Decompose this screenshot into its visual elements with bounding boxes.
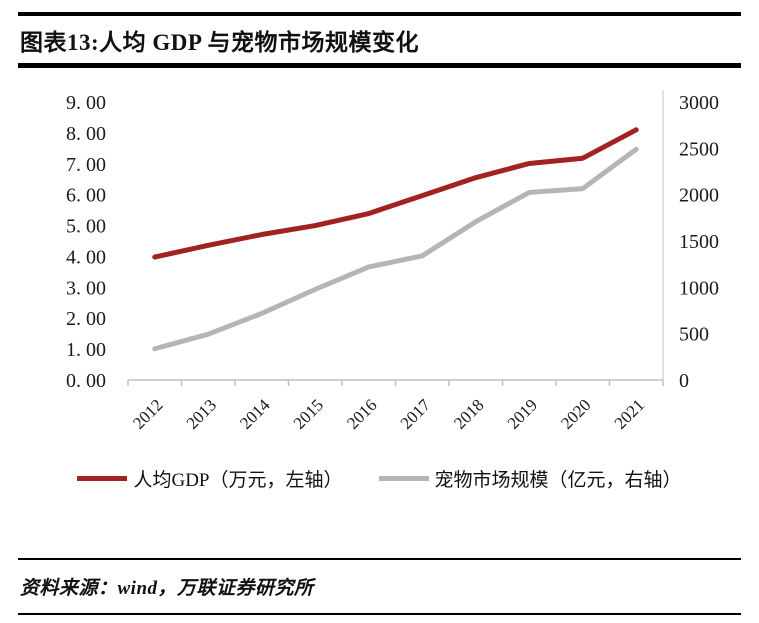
svg-text:2021: 2021 (611, 395, 648, 432)
chart-area: 0. 00 1. 00 2. 00 3. 00 4. 00 5. 00 6. 00 7. 00… (18, 80, 741, 465)
svg-text:6. 00: 6. 00 (66, 185, 106, 207)
svg-text:7. 00: 7. 00 (66, 154, 106, 176)
svg-text:1000: 1000 (679, 277, 719, 299)
legend-item-pet-market: 宠物市场规模（亿元，右轴） (378, 465, 682, 492)
legend-item-gdp: 人均GDP（万元，左轴） (77, 465, 343, 492)
svg-text:2013: 2013 (183, 395, 220, 432)
bottom-divider (18, 613, 741, 615)
svg-text:2017: 2017 (397, 395, 435, 433)
svg-text:4. 00: 4. 00 (66, 246, 106, 268)
svg-text:500: 500 (679, 324, 709, 346)
source-footer: 资料来源：wind，万联证券研究所 (18, 558, 741, 615)
svg-text:2500: 2500 (679, 138, 719, 160)
chart-title: 图表13:人均 GDP 与宠物市场规模变化 (20, 30, 419, 55)
legend-label-gdp: 人均GDP（万元，左轴） (133, 470, 343, 491)
svg-text:8. 00: 8. 00 (66, 123, 106, 145)
svg-text:0. 00: 0. 00 (66, 370, 106, 392)
svg-text:2012: 2012 (129, 395, 166, 432)
line-chart: 0. 00 1. 00 2. 00 3. 00 4. 00 5. 00 6. 00 7. 00… (66, 90, 719, 433)
top-divider (18, 12, 741, 16)
svg-text:2018: 2018 (450, 395, 487, 432)
svg-text:2015: 2015 (290, 395, 327, 432)
svg-text:9. 00: 9. 00 (66, 92, 106, 114)
chart-legend: 人均GDP（万元，左轴） 宠物市场规模（亿元，右轴） (18, 465, 741, 492)
svg-text:2016: 2016 (343, 395, 380, 432)
title-divider (18, 63, 741, 68)
svg-text:0: 0 (679, 370, 689, 392)
source-text: 资料来源：wind，万联证券研究所 (20, 578, 314, 599)
gdp-line-swatch (77, 476, 128, 481)
pet-market-line-swatch (378, 476, 429, 481)
svg-text:2019: 2019 (504, 395, 541, 432)
source-top-divider (18, 558, 741, 560)
svg-text:1500: 1500 (679, 231, 719, 253)
svg-text:1. 00: 1. 00 (66, 339, 106, 361)
svg-text:2. 00: 2. 00 (66, 308, 106, 330)
svg-text:2000: 2000 (679, 185, 719, 207)
svg-text:3. 00: 3. 00 (66, 277, 106, 299)
svg-text:3000: 3000 (679, 92, 719, 114)
legend-label-pet-market: 宠物市场规模（亿元，右轴） (434, 470, 682, 491)
svg-text:2020: 2020 (557, 395, 594, 432)
svg-text:5. 00: 5. 00 (66, 216, 106, 238)
svg-text:2014: 2014 (236, 395, 274, 433)
